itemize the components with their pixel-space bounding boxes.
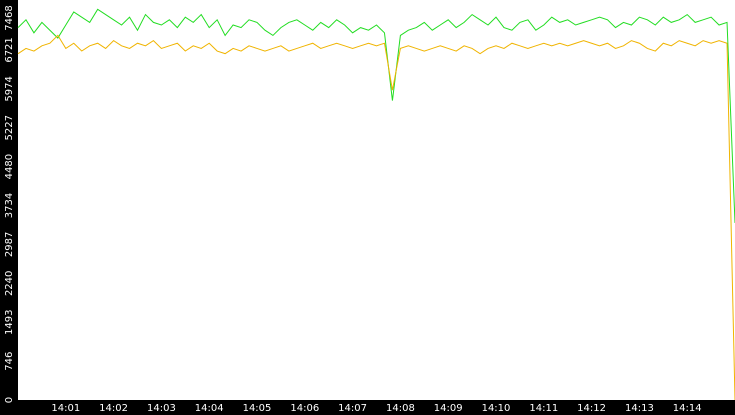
x-tick-label: 14:05 xyxy=(243,403,272,414)
line-series xyxy=(17,8,735,223)
x-tick-label: 14:01 xyxy=(51,403,80,414)
y-tick-label: 5227 xyxy=(4,115,15,140)
y-tick-label: 7468 xyxy=(4,5,15,30)
y-tick-label: 4480 xyxy=(4,154,15,179)
y-tick-label: 5974 xyxy=(4,76,15,101)
y-tick-label: 3734 xyxy=(4,193,15,218)
y-tick-label: 6721 xyxy=(4,37,15,62)
x-tick-label: 14:03 xyxy=(147,403,176,414)
x-tick-label: 14:07 xyxy=(338,403,367,414)
y-tick-label: 746 xyxy=(4,352,15,371)
x-tick-label: 14:04 xyxy=(195,403,224,414)
x-tick-label: 14:09 xyxy=(434,403,463,414)
x-tick-label: 14:11 xyxy=(529,403,558,414)
x-tick-label: 14:14 xyxy=(673,403,702,414)
y-tick-label: 1493 xyxy=(4,310,15,335)
x-tick-label: 14:02 xyxy=(99,403,128,414)
y-axis-band xyxy=(0,0,18,415)
y-tick-label: 2240 xyxy=(4,271,15,296)
y-tick-label: 0 xyxy=(4,397,15,403)
x-axis-band xyxy=(0,400,735,415)
x-tick-label: 14:06 xyxy=(290,403,319,414)
x-tick-label: 14:12 xyxy=(577,403,606,414)
x-tick-label: 14:10 xyxy=(482,403,511,414)
line-series xyxy=(17,34,735,401)
x-tick-label: 14:13 xyxy=(625,403,654,414)
y-tick-label: 2987 xyxy=(4,232,15,257)
x-tick-label: 14:08 xyxy=(386,403,415,414)
